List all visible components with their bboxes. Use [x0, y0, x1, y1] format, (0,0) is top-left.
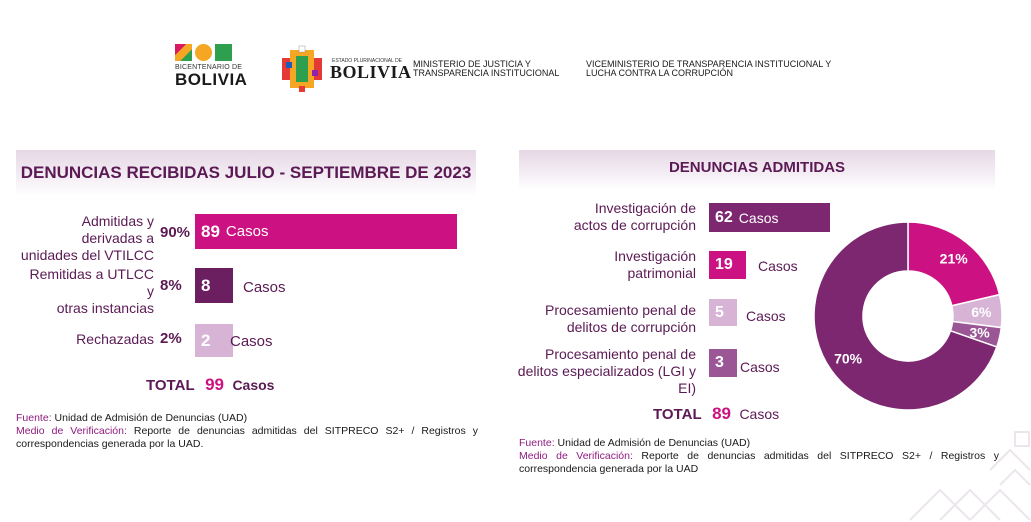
- left-row-2-label-line-2: otras instancias: [56, 300, 154, 316]
- right-total-value: 89: [712, 404, 731, 423]
- left-source: Fuente: Unidad de Admisión de Denuncias …: [16, 412, 478, 451]
- left-bar-1-casos: Casos: [225, 223, 269, 240]
- right-row-1-label-line-2: actos de corrupción: [573, 217, 696, 233]
- right-panel-header: [519, 150, 995, 190]
- right-fuente-label: Fuente:: [519, 437, 555, 449]
- right-medio-line-2: correspondencia generada por la UAD: [519, 463, 699, 475]
- right-total-casos: Casos: [739, 406, 780, 422]
- left-bar-1: 89 Casos: [195, 214, 457, 249]
- right-row-3-casos: Casos: [746, 308, 786, 324]
- left-medio-text-1: Reporte de denuncias admitidas del SITPR…: [133, 425, 478, 437]
- right-medio-label: Medio de Verificación:: [519, 450, 633, 462]
- right-bar-4: 3: [709, 349, 737, 377]
- right-medio-line-1: Medio de Verificación: Reporte de denunc…: [519, 450, 999, 463]
- left-fuente-line: Fuente: Unidad de Admisión de Denuncias …: [16, 412, 478, 425]
- bicentenario-small-text: BICENTENARIO DE: [175, 64, 243, 71]
- right-row-2-label: Investigación patrimonial: [530, 248, 696, 282]
- donut-chart: 21% 6% 3% 70%: [813, 221, 1003, 411]
- bicentenario-big-text: BOLIVIA: [175, 70, 248, 89]
- slice-actos-corrupcion: [813, 221, 998, 411]
- left-total-value: 99: [205, 375, 224, 394]
- right-row-3-label: Procesamiento penal de delitos de corrup…: [530, 302, 696, 336]
- left-panel-header: [16, 150, 476, 196]
- pattern-icon: [215, 44, 232, 61]
- right-row-4-label-line-2: delitos especializados (LGI y EI): [517, 363, 696, 396]
- left-fuente-label: Fuente:: [16, 412, 52, 424]
- right-row-2-label-line-1: Investigación: [614, 248, 696, 264]
- right-medio-text-1: Reporte de denuncias admitidas del SITPR…: [641, 450, 999, 462]
- left-bar-2-value: 8: [201, 275, 211, 295]
- slice-actos-corrupcion-label: 70%: [834, 351, 863, 367]
- right-row-1-label-line-1: Investigación de: [594, 200, 696, 216]
- bicentenario-icons: [175, 44, 255, 61]
- left-row-2-casos: Casos: [243, 279, 286, 296]
- right-source: Fuente: Unidad de Admisión de Denuncias …: [519, 437, 999, 476]
- right-row-4-label-line-1: Procesamiento penal de: [545, 346, 696, 362]
- right-fuente-text: Unidad de Admisión de Denuncias (UAD): [557, 437, 751, 449]
- right-row-4-label: Procesamiento penal de delitos especiali…: [500, 346, 696, 397]
- left-total-label: TOTAL: [146, 377, 195, 394]
- left-total-casos: Casos: [232, 377, 275, 393]
- wiphala-emblem-icon: [282, 45, 322, 92]
- sun-icon: [195, 44, 212, 61]
- left-row-3-label-line-1: Rechazadas: [76, 331, 154, 347]
- right-row-2-label-line-2: patrimonial: [627, 265, 696, 281]
- bicentenario-logo: BICENTENARIO DE BOLIVIA: [175, 44, 255, 98]
- right-panel-title: DENUNCIAS ADMITIDAS: [668, 159, 846, 176]
- left-bar-2: 8: [195, 268, 233, 303]
- right-total-label: TOTAL: [653, 406, 702, 423]
- right-total: TOTAL 89 Casos: [653, 404, 779, 424]
- left-row-2-pct: 8%: [160, 277, 182, 294]
- bolivia-label: BOLIVIA: [330, 62, 412, 82]
- right-bar-2-value: 19: [715, 256, 733, 273]
- left-row-1-label: Admitidas y derivadas a unidades del VTI…: [20, 213, 154, 264]
- slice-delitos-especializados-label: 3%: [969, 325, 990, 341]
- left-total: TOTAL 99 Casos: [146, 375, 274, 395]
- left-row-3-label: Rechazadas: [20, 331, 154, 348]
- right-row-1-label: Investigación de actos de corrupción: [530, 200, 696, 234]
- right-bar-1-casos: Casos: [738, 209, 779, 226]
- right-bar-3: 5: [709, 299, 737, 326]
- slice-delitos-corrupcion-label: 6%: [971, 304, 992, 320]
- right-fuente-line: Fuente: Unidad de Admisión de Denuncias …: [519, 437, 999, 450]
- right-bar-3-value: 5: [715, 303, 724, 321]
- left-row-1-label-line-2: unidades del VTILCC: [20, 247, 154, 263]
- right-row-2-casos: Casos: [758, 258, 798, 274]
- left-medio-label: Medio de Verificación:: [16, 425, 127, 437]
- left-row-1-pct: 90%: [160, 224, 191, 241]
- left-medio-line-1: Medio de Verificación: Reporte de denunc…: [16, 425, 478, 438]
- right-bar-1-value: 62: [715, 208, 733, 226]
- estado-label: ESTADO PLURINACIONAL DE: [332, 58, 403, 64]
- right-bar-4-value: 3: [715, 354, 724, 371]
- slice-patrimonial-label: 21%: [940, 250, 969, 266]
- left-row-2-label: Remitidas a UTLCC y otras instancias: [20, 266, 154, 317]
- left-row-3-pct: 2%: [160, 330, 182, 347]
- left-row-1-label-line-1: Admitidas y derivadas a: [81, 213, 154, 246]
- right-row-3-label-line-1: Procesamiento penal de: [545, 302, 696, 318]
- decorative-pattern-icon: [909, 431, 1031, 521]
- bicentenario-flag-icon: [175, 44, 192, 61]
- left-medio-line-2: correspondencias generada por la UAD.: [16, 438, 204, 450]
- right-bar-1: 62 Casos: [709, 203, 830, 232]
- left-row-3-casos: Casos: [230, 333, 273, 350]
- right-row-4-casos: Casos: [740, 359, 780, 375]
- slice-patrimonial: [907, 221, 1001, 307]
- right-bar-2: 19: [709, 251, 747, 279]
- ministerio-label: MINISTERIO DE JUSTICIA Y TRANSPARENCIA I…: [413, 59, 560, 78]
- left-panel-title: DENUNCIAS RECIBIDAS JULIO - SEPTIEMBRE D…: [20, 163, 472, 182]
- left-fuente-text: Unidad de Admisión de Denuncias (UAD): [54, 412, 248, 424]
- left-bar-3: 2: [195, 324, 233, 357]
- left-row-2-label-line-1: Remitidas a UTLCC y: [29, 266, 154, 299]
- left-bar-1-value: 89: [201, 221, 220, 241]
- right-row-3-label-line-2: delitos de corrupción: [566, 319, 696, 335]
- left-bar-3-value: 2: [201, 330, 211, 350]
- viceministerio-label: VICEMINISTERIO DE TRANSPARENCIA INSTITUC…: [586, 59, 832, 78]
